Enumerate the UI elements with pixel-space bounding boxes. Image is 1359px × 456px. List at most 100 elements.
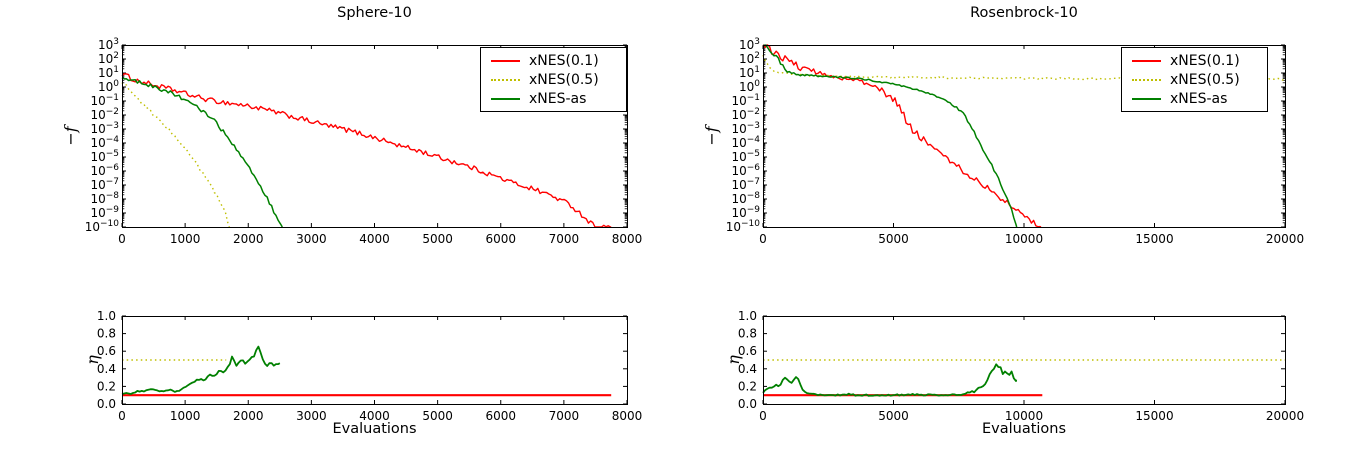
legend-label: xNES(0.1)	[529, 52, 599, 69]
x-tick-label: 10000	[1005, 409, 1043, 423]
y-tick-label: 0.6	[738, 344, 757, 358]
legend-item: xNES(0.5)	[491, 70, 620, 89]
legend-label: xNES(0.1)	[1170, 52, 1240, 69]
x-tick-label: 8000	[612, 409, 643, 423]
x-tick-label: 7000	[549, 409, 580, 423]
x-tick-label: 15000	[1135, 232, 1173, 246]
y-tick-label: 10−1	[731, 93, 760, 108]
x-tick-label: 20000	[1266, 409, 1304, 423]
x-tick-label: 0	[759, 409, 767, 423]
y-tick-label: 100	[98, 79, 119, 94]
x-tick-label: 6000	[485, 232, 516, 246]
x-tick-label: 0	[118, 409, 126, 423]
rosenbrock_eta-axes-frame	[763, 316, 1286, 405]
rosenbrock_f-axes-frame	[763, 45, 1286, 228]
y-tick-label: 103	[98, 37, 119, 52]
legend-line-swatch	[491, 97, 520, 100]
sphere_f-line-2	[121, 82, 230, 228]
x-tick-label: 10000	[1005, 232, 1043, 246]
xlabel-rosenbrock: Evaluations	[981, 421, 1067, 437]
y-tick-label: 10−9	[90, 205, 119, 220]
ylabel-rosenbrock-eta: η	[724, 355, 743, 365]
x-tick-label: 4000	[359, 409, 390, 423]
sphere_f-line-3	[121, 77, 283, 228]
legend-item: xNES-as	[1132, 89, 1261, 108]
xlabel-sphere: Evaluations	[332, 421, 417, 437]
rosenbrock_f-line-3	[762, 44, 1018, 228]
y-tick-label: 0.2	[97, 379, 116, 393]
y-tick-label: 101	[98, 65, 119, 80]
x-tick-label: 0	[759, 232, 767, 246]
ylabel-sphere-f: −f	[61, 126, 80, 146]
x-tick-label: 15000	[1135, 409, 1173, 423]
x-tick-label: 5000	[422, 232, 453, 246]
y-tick-label: 1.0	[738, 309, 757, 323]
y-tick-label: 0.4	[97, 362, 116, 376]
y-tick-label: 100	[739, 79, 760, 94]
rosenbrock_f-line-2	[762, 54, 1286, 81]
legend-item: xNES(0.1)	[491, 51, 620, 70]
sphere_eta-line-3	[121, 345, 281, 395]
x-tick-label: 6000	[485, 409, 516, 423]
y-tick-label: 0.0	[738, 397, 757, 411]
legend-label: xNES-as	[529, 90, 587, 107]
y-tick-label: 10−10	[726, 219, 761, 234]
y-tick-label: 0.6	[97, 344, 116, 358]
sphere_f-axes-frame	[122, 45, 628, 228]
y-tick-label: 10−6	[731, 163, 760, 178]
y-tick-label: 10−1	[90, 93, 119, 108]
x-tick-label: 5000	[878, 409, 909, 423]
title-rosenbrock: Rosenbrock-10	[970, 5, 1078, 21]
x-tick-label: 5000	[422, 409, 453, 423]
y-tick-label: 10−4	[731, 135, 760, 150]
legend-line-swatch	[1132, 78, 1161, 81]
y-tick-label: 10−5	[731, 149, 760, 164]
x-tick-label: 0	[118, 232, 126, 246]
legend-label: xNES(0.5)	[529, 71, 599, 88]
x-tick-label: 2000	[233, 409, 264, 423]
y-tick-label: 101	[739, 65, 760, 80]
y-tick-label: 10−2	[731, 107, 760, 122]
x-tick-label: 7000	[549, 232, 580, 246]
y-tick-label: 102	[98, 51, 119, 66]
y-tick-label: 10−7	[731, 177, 760, 192]
y-tick-label: 0.2	[738, 379, 757, 393]
legend-label: xNES(0.5)	[1170, 71, 1240, 88]
x-tick-label: 8000	[612, 232, 643, 246]
legend-sphere: xNES(0.1) xNES(0.5) xNES-as	[480, 47, 627, 112]
y-tick-label: 10−7	[90, 177, 119, 192]
x-tick-label: 2000	[233, 232, 264, 246]
ylabel-sphere-eta: η	[83, 355, 102, 365]
y-tick-label: 0.8	[738, 327, 757, 341]
y-tick-label: 10−3	[731, 121, 760, 136]
y-tick-label: 0.8	[97, 327, 116, 341]
legend-item: xNES-as	[491, 89, 620, 108]
y-tick-label: 10−8	[90, 191, 119, 206]
y-tick-label: 10−5	[90, 149, 119, 164]
legend-item: xNES(0.5)	[1132, 70, 1261, 89]
y-tick-label: 103	[739, 37, 760, 52]
rosenbrock_f-line-1	[762, 44, 1042, 228]
y-tick-label: 0.0	[97, 397, 116, 411]
y-tick-label: 1.0	[97, 309, 116, 323]
legend-item: xNES(0.1)	[1132, 51, 1261, 70]
title-sphere: Sphere-10	[337, 5, 412, 21]
x-tick-label: 20000	[1266, 232, 1304, 246]
x-tick-label: 1000	[170, 232, 201, 246]
y-tick-label: 102	[739, 51, 760, 66]
y-tick-label: 10−9	[731, 205, 760, 220]
x-tick-label: 4000	[359, 232, 390, 246]
y-tick-label: 10−8	[731, 191, 760, 206]
y-tick-label: 10−6	[90, 163, 119, 178]
y-tick-label: 10−2	[90, 107, 119, 122]
rosenbrock_eta-line-3	[762, 363, 1018, 397]
sphere_f-line-1	[121, 73, 612, 228]
x-tick-label: 5000	[878, 232, 909, 246]
legend-line-swatch	[1132, 59, 1161, 62]
legend-line-swatch	[491, 78, 520, 81]
x-tick-label: 1000	[170, 409, 201, 423]
x-tick-label: 3000	[296, 409, 327, 423]
legend-line-swatch	[491, 59, 520, 62]
legend-label: xNES-as	[1170, 90, 1228, 107]
